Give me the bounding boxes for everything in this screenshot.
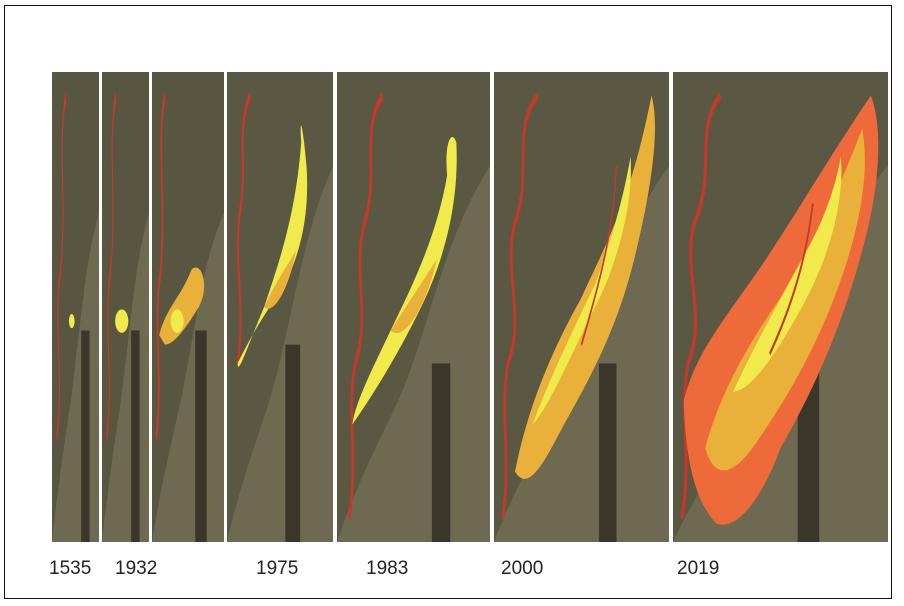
map-panel-1983	[337, 72, 490, 542]
year-label-2019: 2019	[677, 558, 720, 579]
year-label-1983: 1983	[366, 558, 409, 579]
year-label-1535: 1535	[49, 558, 92, 579]
year-label-1932: 1932	[115, 558, 158, 579]
map-panel-1535	[52, 72, 99, 542]
year-label-2000: 2000	[501, 558, 544, 579]
figure-frame: 1535 1932 1975 1983 2000 2019	[4, 5, 892, 599]
map-panel-2019	[673, 72, 888, 542]
map-panel-1975	[227, 72, 333, 542]
map-panel-3	[152, 72, 224, 542]
map-panel-2000	[494, 72, 669, 542]
year-label-1975: 1975	[256, 558, 299, 579]
map-panel-1932	[102, 72, 149, 542]
